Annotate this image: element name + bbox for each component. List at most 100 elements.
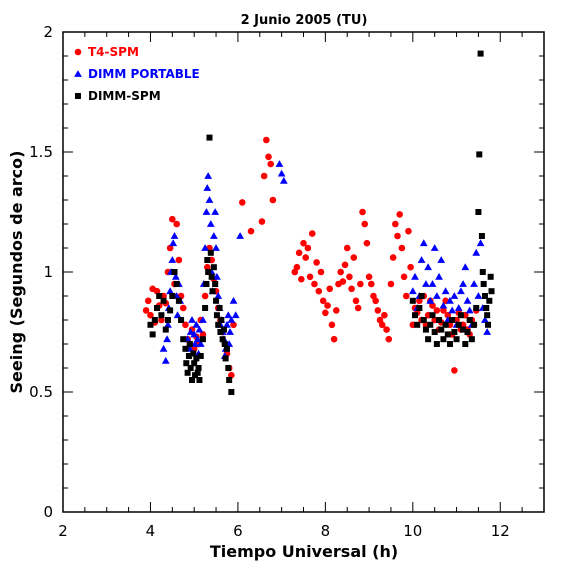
point-t4-spm: [179, 304, 187, 312]
point-dimm-spm: [185, 353, 192, 359]
point-dimm-spm: [196, 377, 203, 383]
point-t4-spm: [201, 292, 209, 300]
point-dimm-spm: [202, 305, 209, 311]
point-t4-spm: [144, 297, 152, 305]
point-t4-spm: [387, 280, 395, 288]
point-dimm-spm: [484, 312, 491, 319]
point-t4-spm: [389, 254, 397, 261]
point-dimm-spm: [147, 321, 154, 328]
x-axis-title: Tiempo Universal (h): [210, 542, 398, 561]
point-dimm-portable: [424, 263, 433, 271]
point-t4-spm: [381, 311, 388, 319]
point-t4-spm: [269, 196, 277, 204]
point-t4-spm: [398, 244, 406, 252]
point-dimm-portable: [170, 232, 179, 239]
point-dimm-portable: [231, 311, 240, 319]
point-dimm-spm: [213, 312, 220, 319]
point-dimm-portable: [277, 169, 286, 177]
point-dimm-spm: [414, 321, 421, 328]
legend-label: DIMM-SPM: [88, 89, 161, 103]
point-dimm-portable: [164, 320, 172, 328]
point-t4-spm: [378, 321, 386, 329]
x-tick-label: 4: [146, 522, 156, 540]
point-dimm-portable: [199, 316, 207, 323]
point-dimm-spm: [149, 331, 156, 338]
point-dimm-spm: [178, 317, 185, 323]
point-t4-spm: [304, 244, 312, 252]
point-t4-spm: [293, 263, 301, 271]
point-dimm-portable: [206, 220, 215, 227]
point-t4-spm: [343, 244, 351, 252]
point-dimm-spm: [433, 341, 440, 347]
point-dimm-spm: [464, 329, 471, 335]
point-dimm-spm: [412, 312, 419, 319]
y-tick-label: 0.5: [29, 383, 53, 401]
point-t4-spm: [433, 307, 441, 314]
point-dimm-spm: [169, 293, 176, 299]
point-t4-spm: [332, 307, 340, 314]
point-dimm-portable: [166, 287, 175, 295]
point-t4-spm: [416, 297, 423, 305]
point-t4-spm: [339, 278, 347, 285]
point-dimm-portable: [212, 244, 220, 251]
point-t4-spm: [405, 227, 412, 235]
x-tick-label: 8: [321, 522, 331, 540]
point-t4-spm: [350, 254, 358, 261]
point-dimm-portable: [411, 272, 419, 280]
data-points: [142, 50, 495, 395]
point-t4-spm: [451, 367, 458, 374]
point-dimm-spm: [208, 273, 215, 280]
point-t4-spm: [153, 287, 161, 295]
point-t4-spm: [354, 304, 362, 312]
point-dimm-portable: [161, 356, 170, 364]
x-tick-label: 12: [491, 522, 510, 540]
point-dimm-portable: [481, 316, 489, 323]
point-dimm-spm: [451, 329, 458, 335]
point-t4-spm: [357, 280, 364, 288]
point-dimm-portable: [417, 256, 426, 263]
point-t4-spm: [300, 239, 307, 247]
point-dimm-spm: [476, 151, 483, 158]
point-dimm-portable: [229, 296, 238, 304]
point-t4-spm: [298, 275, 305, 283]
point-t4-spm: [142, 307, 150, 314]
point-dimm-spm: [425, 336, 432, 343]
point-t4-spm: [204, 263, 211, 271]
point-dimm-spm: [223, 345, 230, 352]
point-dimm-portable: [450, 292, 459, 299]
point-t4-spm: [175, 256, 183, 264]
point-t4-spm: [258, 218, 266, 225]
point-dimm-spm: [471, 321, 478, 328]
point-dimm-spm: [444, 331, 451, 338]
point-dimm-portable: [202, 208, 211, 215]
point-t4-spm: [319, 297, 327, 305]
point-dimm-portable: [169, 239, 178, 247]
point-dimm-portable: [476, 239, 485, 247]
point-dimm-spm: [193, 355, 200, 362]
point-dimm-spm: [215, 321, 222, 328]
point-dimm-spm: [475, 209, 482, 215]
point-dimm-spm: [175, 297, 182, 304]
x-tick-label: 10: [403, 522, 422, 540]
point-dimm-spm: [455, 321, 462, 328]
point-dimm-spm: [436, 317, 443, 323]
point-dimm-spm: [156, 293, 163, 299]
point-dimm-portable: [236, 232, 244, 239]
point-dimm-portable: [209, 232, 218, 239]
point-t4-spm: [374, 307, 382, 314]
point-dimm-portable: [454, 304, 463, 311]
point-t4-spm: [363, 239, 371, 247]
point-t4-spm: [444, 311, 452, 319]
point-dimm-spm: [158, 312, 165, 319]
point-t4-spm: [313, 259, 320, 266]
point-dimm-spm: [184, 369, 191, 376]
point-t4-spm: [407, 263, 414, 271]
point-t4-spm: [402, 292, 410, 300]
point-dimm-portable: [168, 256, 177, 263]
point-t4-spm: [263, 136, 270, 144]
point-dimm-spm: [204, 257, 211, 263]
point-dimm-spm: [222, 355, 229, 362]
point-dimm-spm: [468, 336, 475, 343]
point-dimm-portable: [465, 306, 474, 314]
point-dimm-portable: [446, 296, 454, 304]
